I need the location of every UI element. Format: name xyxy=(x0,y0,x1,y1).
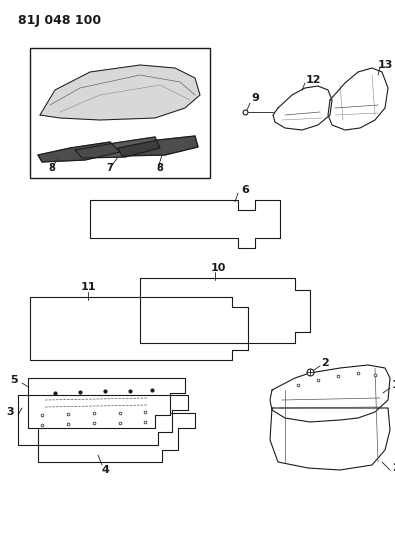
Polygon shape xyxy=(270,408,390,470)
Text: 4: 4 xyxy=(101,465,109,475)
Text: 81J 048 100: 81J 048 100 xyxy=(18,14,101,27)
Polygon shape xyxy=(38,142,120,162)
Bar xyxy=(30,48,210,178)
Text: 11: 11 xyxy=(80,282,96,292)
Polygon shape xyxy=(38,413,195,462)
Polygon shape xyxy=(30,297,248,360)
Polygon shape xyxy=(75,137,160,158)
Polygon shape xyxy=(90,200,280,248)
Text: 9: 9 xyxy=(251,93,259,103)
Text: 1: 1 xyxy=(392,380,395,390)
Text: 10: 10 xyxy=(210,263,226,273)
Polygon shape xyxy=(40,65,200,120)
Polygon shape xyxy=(270,365,390,422)
Polygon shape xyxy=(118,136,198,156)
Polygon shape xyxy=(328,68,388,130)
Polygon shape xyxy=(140,278,310,343)
Text: 2: 2 xyxy=(321,358,329,368)
Text: 12: 12 xyxy=(305,75,321,85)
Text: 13: 13 xyxy=(377,60,393,70)
Polygon shape xyxy=(18,395,188,445)
Text: 5: 5 xyxy=(10,375,18,385)
Text: 8: 8 xyxy=(49,163,55,173)
Text: 3: 3 xyxy=(6,407,14,417)
Text: 2: 2 xyxy=(392,463,395,473)
Polygon shape xyxy=(28,378,185,428)
Text: 8: 8 xyxy=(156,163,164,173)
Text: 7: 7 xyxy=(107,163,113,173)
Polygon shape xyxy=(273,86,332,130)
Text: 6: 6 xyxy=(241,185,249,195)
